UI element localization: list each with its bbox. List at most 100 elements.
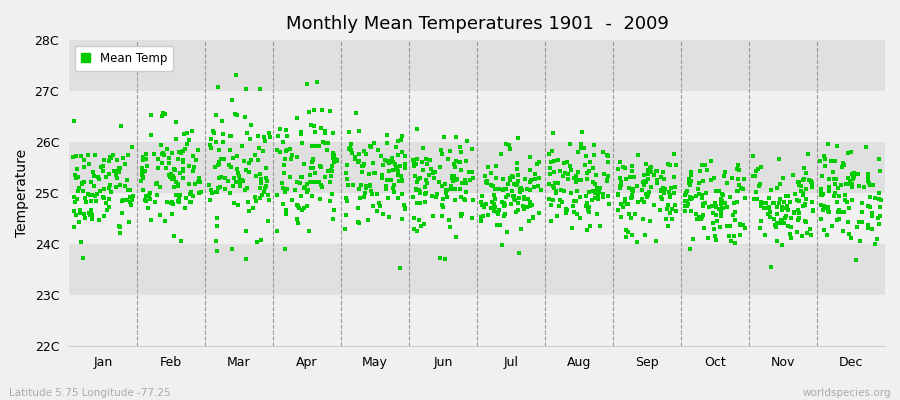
Point bbox=[192, 190, 206, 196]
Point bbox=[561, 175, 575, 182]
Point bbox=[74, 239, 88, 246]
Point bbox=[290, 154, 304, 160]
Point bbox=[724, 238, 738, 244]
Point bbox=[374, 203, 388, 210]
Point bbox=[545, 130, 560, 136]
Point bbox=[657, 176, 671, 182]
Point bbox=[551, 180, 565, 186]
Point bbox=[714, 213, 728, 219]
Point bbox=[731, 188, 745, 194]
Point bbox=[749, 168, 763, 174]
Point bbox=[706, 220, 720, 226]
Point bbox=[729, 166, 743, 172]
Point bbox=[590, 195, 605, 202]
Point bbox=[775, 175, 789, 181]
Point bbox=[307, 106, 321, 113]
Point bbox=[626, 232, 640, 238]
Point bbox=[390, 166, 404, 172]
Title: Monthly Mean Temperatures 1901  -  2009: Monthly Mean Temperatures 1901 - 2009 bbox=[285, 15, 669, 33]
Point bbox=[72, 185, 86, 192]
Point bbox=[661, 202, 675, 208]
Point bbox=[693, 168, 707, 175]
Point bbox=[769, 223, 783, 230]
Point bbox=[761, 211, 776, 217]
Point bbox=[869, 236, 884, 242]
Point bbox=[511, 249, 526, 256]
Point bbox=[171, 181, 185, 187]
Point bbox=[148, 199, 163, 206]
Point bbox=[313, 125, 328, 132]
Point bbox=[189, 157, 203, 163]
Point bbox=[724, 175, 739, 182]
Point bbox=[490, 209, 504, 215]
Point bbox=[124, 202, 139, 208]
Point bbox=[445, 173, 459, 179]
Point bbox=[416, 167, 430, 173]
Point bbox=[707, 174, 722, 181]
Point bbox=[842, 181, 856, 188]
Point bbox=[841, 150, 855, 156]
Point bbox=[778, 212, 793, 219]
Point bbox=[327, 206, 341, 213]
Point bbox=[862, 194, 877, 200]
Point bbox=[454, 167, 469, 174]
Point bbox=[503, 174, 517, 181]
Point bbox=[212, 185, 226, 192]
Bar bbox=[69, 40, 885, 91]
Point bbox=[692, 191, 706, 198]
Point bbox=[446, 161, 461, 168]
Point bbox=[684, 178, 698, 184]
Point bbox=[830, 216, 844, 223]
Point bbox=[464, 215, 479, 221]
Point bbox=[488, 204, 502, 210]
Point bbox=[487, 195, 501, 202]
Point bbox=[458, 179, 473, 186]
Point bbox=[253, 185, 267, 192]
Point bbox=[778, 215, 792, 221]
Point bbox=[512, 189, 526, 195]
Point bbox=[251, 145, 266, 152]
Point bbox=[295, 174, 310, 180]
Point bbox=[144, 216, 158, 223]
Point bbox=[714, 196, 728, 202]
Point bbox=[713, 223, 727, 230]
Point bbox=[385, 155, 400, 161]
Point bbox=[242, 208, 256, 214]
Point bbox=[173, 170, 187, 177]
Point bbox=[626, 194, 640, 201]
Point bbox=[515, 187, 529, 193]
Point bbox=[407, 163, 421, 170]
Point bbox=[833, 182, 848, 188]
Point bbox=[135, 157, 149, 164]
Point bbox=[110, 168, 124, 174]
Point bbox=[490, 222, 504, 228]
Point bbox=[505, 188, 519, 194]
Point bbox=[102, 171, 116, 177]
Point bbox=[840, 199, 854, 205]
Point bbox=[104, 188, 119, 195]
Point bbox=[814, 192, 829, 198]
Point bbox=[162, 172, 176, 178]
Point bbox=[578, 162, 592, 168]
Point bbox=[310, 79, 324, 85]
Point bbox=[112, 165, 127, 172]
Point bbox=[842, 181, 856, 187]
Point bbox=[571, 148, 585, 155]
Point bbox=[362, 171, 376, 177]
Point bbox=[96, 213, 111, 219]
Point bbox=[174, 238, 188, 244]
Point bbox=[454, 213, 468, 219]
Point bbox=[382, 159, 396, 166]
Point bbox=[641, 166, 655, 173]
Point bbox=[568, 198, 582, 204]
Point bbox=[411, 187, 426, 193]
Point bbox=[444, 183, 458, 189]
Point bbox=[449, 177, 464, 183]
Point bbox=[380, 158, 394, 164]
Point bbox=[254, 237, 268, 244]
Point bbox=[625, 163, 639, 170]
Point bbox=[554, 168, 568, 174]
Point bbox=[300, 81, 314, 87]
Point bbox=[495, 242, 509, 248]
Point bbox=[290, 178, 304, 185]
